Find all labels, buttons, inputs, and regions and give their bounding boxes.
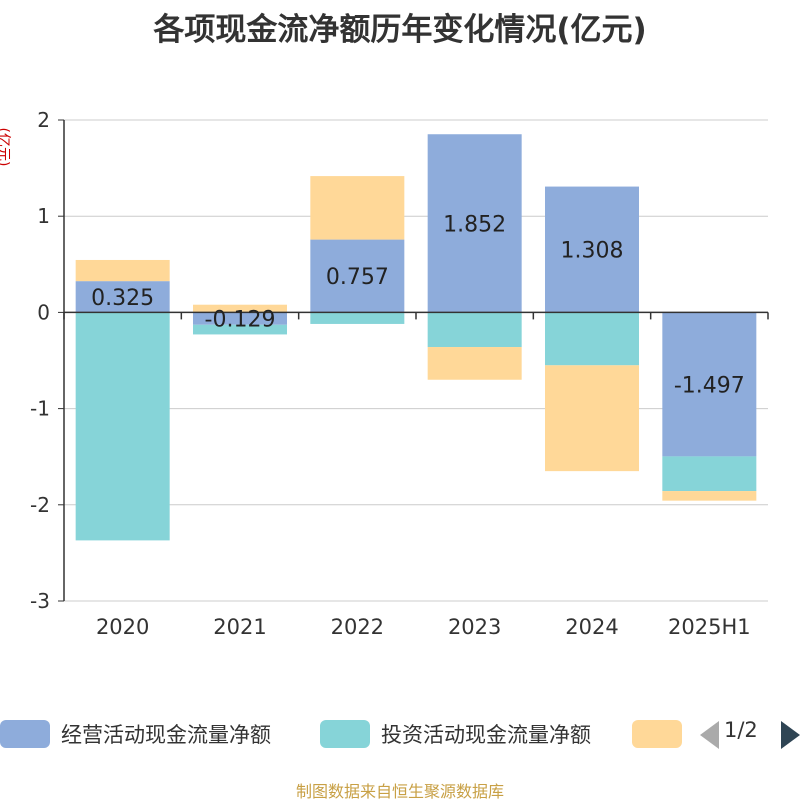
bar-segment-series-2 [75, 259, 170, 282]
data-label: 1.308 [561, 238, 624, 263]
bar-segment-series-2 [662, 491, 757, 501]
bar-segment-series-1 [662, 456, 757, 492]
x-tick-label: 2023 [448, 615, 501, 639]
bar-segment-series-0 [193, 312, 287, 325]
bar-segment-series-1 [427, 312, 522, 348]
bar-segment-series-0 [427, 134, 522, 313]
legend-item-investing[interactable]: 投资活动现金流量净额 [320, 716, 591, 752]
legend-label-investing: 投资活动现金流量净额 [381, 723, 591, 747]
legend-pager: 1/2 [724, 718, 758, 742]
y-tick-label: 0 [37, 300, 50, 324]
legend-swatch-financing [632, 720, 682, 748]
legend-label-operating: 经营活动现金流量净额 [61, 723, 271, 747]
bar-segment-series-2 [310, 176, 405, 240]
bar-segment-series-0 [310, 239, 405, 313]
legend: 经营活动现金流量净额 投资活动现金流量净额 [0, 716, 800, 752]
y-tick-label: -1 [30, 397, 50, 421]
y-tick-label: 2 [37, 108, 50, 132]
data-label: -0.129 [205, 308, 276, 333]
data-label: -1.497 [674, 373, 745, 398]
bar-segment-series-1 [310, 312, 405, 324]
bar-segment-series-2 [427, 347, 522, 380]
legend-swatch-operating [0, 720, 50, 748]
y-tick-label: -3 [30, 589, 50, 613]
data-label: 0.325 [91, 286, 154, 311]
chart-title: 各项现金流净额历年变化情况(亿元) [153, 12, 647, 48]
y-tick-label: -2 [30, 493, 50, 517]
x-tick-label: 2025H1 [668, 615, 751, 639]
bar-segment-series-2 [545, 365, 639, 472]
legend-swatch-investing [320, 720, 370, 748]
bar-segment-series-0 [545, 186, 639, 313]
bar-segment-series-0 [75, 281, 170, 313]
data-label: 0.757 [326, 265, 389, 290]
legend-item-financing[interactable] [632, 716, 693, 752]
triangle-right-icon[interactable] [781, 721, 800, 749]
bar-segment-series-2 [193, 304, 287, 313]
source-note: 制图数据来自恒生聚源数据库 [295, 782, 504, 800]
x-tick-label: 2020 [96, 615, 149, 639]
x-tick-label: 2021 [213, 615, 266, 639]
data-label: 1.852 [443, 212, 506, 237]
bar-segment-series-1 [75, 312, 170, 541]
bar-segment-series-1 [193, 324, 287, 335]
bar-segment-series-1 [545, 312, 639, 366]
legend-item-operating[interactable]: 经营活动现金流量净额 [0, 716, 271, 752]
x-tick-label: 2022 [331, 615, 384, 639]
y-tick-label: 1 [37, 204, 50, 228]
triangle-left-icon[interactable] [700, 721, 719, 749]
bar-segment-series-0 [662, 312, 757, 457]
x-tick-label: 2024 [565, 615, 618, 639]
